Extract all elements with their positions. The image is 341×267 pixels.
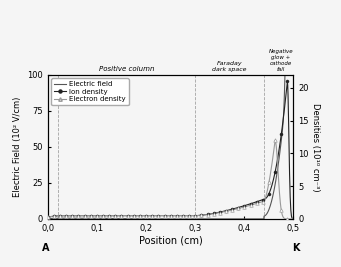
Text: Positive column: Positive column xyxy=(99,66,154,72)
Y-axis label: Densities (10¹⁰ cm⁻³): Densities (10¹⁰ cm⁻³) xyxy=(311,103,320,191)
Text: Negative
glow +
cathode
fall: Negative glow + cathode fall xyxy=(269,49,293,72)
X-axis label: Position (cm): Position (cm) xyxy=(139,235,202,246)
Text: A: A xyxy=(42,243,49,253)
Text: Faraday
dark space: Faraday dark space xyxy=(212,61,247,72)
Legend: Electric field, Ion density, Electron density: Electric field, Ion density, Electron de… xyxy=(51,78,129,105)
Y-axis label: Electric Field (10² V/cm): Electric Field (10² V/cm) xyxy=(13,97,21,197)
Text: K: K xyxy=(292,243,299,253)
